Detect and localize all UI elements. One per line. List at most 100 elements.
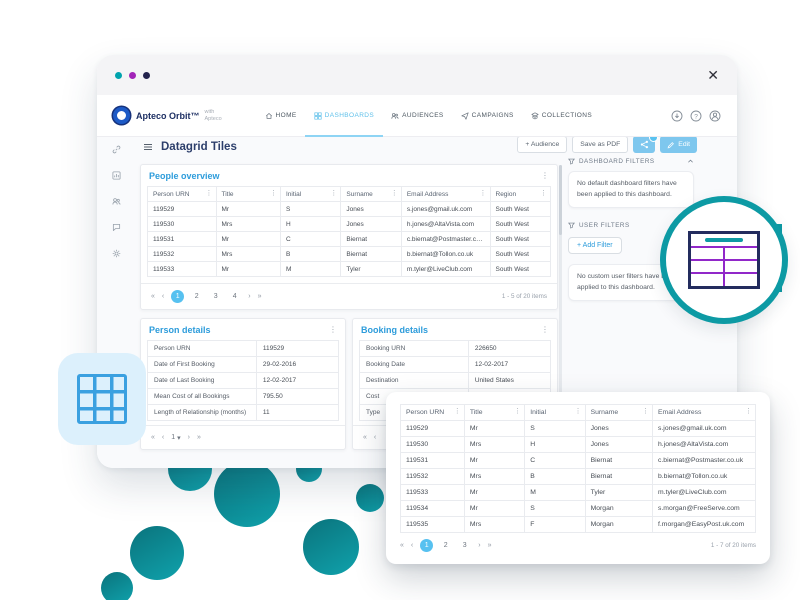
detail-row: Length of Relationship (months) 11 (147, 404, 340, 421)
nav-collections[interactable]: COLLECTIONS (531, 95, 592, 137)
table-row[interactable]: 119530 Mrs H Jones h.jones@AltaVista.com (400, 436, 756, 453)
table-row[interactable]: 119533 Mr M Tyler m.tyler@LiveClub.com (400, 484, 756, 501)
prev-page-icon[interactable]: ‹ (410, 541, 414, 549)
column-menu-icon[interactable]: ⋮ (479, 190, 487, 197)
table-row[interactable]: 119531 Mr C Biernat c.biernat@Postmaster… (147, 231, 551, 247)
table-row[interactable]: 119534 Mr S Morgan s.morgan@FreeServe.co… (400, 500, 756, 517)
report-icon[interactable] (111, 171, 121, 180)
app-subtitle: with Apteco (204, 109, 222, 122)
cell-person-urn: 119529 (400, 420, 465, 437)
detail-value: 226650 (467, 340, 552, 357)
page-number[interactable]: 3 (213, 293, 218, 300)
table-row[interactable]: 119529 Mr S Jones s.jones@gmail.uk.com (400, 420, 756, 437)
first-page-icon[interactable]: « (400, 541, 404, 549)
close-icon[interactable]: ✕ (707, 67, 719, 83)
column-menu-icon[interactable]: ⋮ (269, 190, 277, 197)
cell-title: Mrs (215, 246, 281, 262)
audience-icon[interactable] (111, 197, 121, 206)
menu-icon[interactable] (143, 142, 153, 152)
home-icon (265, 112, 273, 120)
table-row[interactable]: 119535 Mrs F Morgan f.morgan@EasyPost.uk… (400, 516, 756, 533)
last-page-icon[interactable]: » (487, 541, 492, 549)
detail-row: Date of First Booking 29-02-2016 (147, 356, 340, 373)
detail-label: Date of Last Booking (147, 372, 257, 389)
table-row[interactable]: 119532 Mrs B Biernat b.biernat@Tollon.co… (147, 246, 551, 262)
table-row[interactable]: 119533 Mr M Tyler m.tyler@LiveClub.com S… (147, 261, 551, 277)
first-page-icon[interactable]: « (363, 434, 367, 441)
table-row[interactable]: 119532 Mrs B Biernat b.biernat@Tollon.co… (400, 468, 756, 485)
page-number[interactable]: 1 (420, 538, 434, 552)
next-page-icon[interactable]: › (187, 434, 191, 441)
nav-dashboards[interactable]: DASHBOARDS (304, 95, 383, 137)
chevron-up-icon[interactable] (687, 158, 694, 165)
cell-surname: Biernat (584, 452, 654, 469)
first-page-icon[interactable]: « (151, 434, 155, 441)
scrollbar-thumb[interactable] (559, 165, 562, 235)
page-number[interactable]: 2 (194, 293, 199, 300)
nav-campaigns[interactable]: CAMPAIGNS (461, 95, 514, 137)
settings-icon[interactable] (112, 249, 121, 258)
pagination-info: 1 - 7 of 20 items (710, 541, 756, 549)
people-overview-tile: People overview ⋮ Person URN ⋮ Title ⋮ Initi… (140, 164, 558, 310)
scrollbar[interactable] (559, 165, 562, 455)
page-number[interactable]: 3 (462, 541, 467, 549)
detail-value: 29-02-2016 (255, 356, 340, 373)
column-menu-icon[interactable]: ⋮ (745, 408, 752, 415)
page-number[interactable]: 2 (443, 541, 448, 549)
link-icon[interactable] (112, 145, 121, 154)
column-menu-icon[interactable]: ⋮ (540, 190, 547, 197)
column-menu-icon[interactable]: ⋮ (642, 408, 650, 415)
cell-person-urn: 119529 (147, 201, 217, 217)
cell-email: h.jones@AltaVista.com (400, 216, 491, 232)
table-header-row: Person URN ⋮ Title ⋮ Initial ⋮ Surname ⋮ Email A… (147, 186, 551, 202)
page-number: 1 (171, 434, 176, 441)
table-row[interactable]: 119530 Mrs H Jones h.jones@AltaVista.com… (147, 216, 551, 232)
column-menu-icon[interactable]: ⋮ (205, 190, 213, 197)
edit-button[interactable]: Edit (660, 137, 697, 153)
cell-email: b.biernat@Tollon.co.uk (400, 246, 491, 262)
page-select[interactable]: 1 ▾ (171, 434, 180, 442)
column-menu-icon[interactable]: ⋮ (390, 190, 398, 197)
column-menu-icon[interactable]: ⋮ (330, 190, 338, 197)
help-icon[interactable]: ? (689, 109, 702, 122)
nav-home[interactable]: HOME (265, 95, 297, 137)
page-number[interactable]: 1 (171, 290, 185, 303)
tile-title: Booking details (361, 324, 429, 335)
table-row[interactable]: 119531 Mr C Biernat c.biernat@Postmaster… (400, 452, 756, 469)
add-filter-button[interactable]: + Add Filter (568, 237, 622, 255)
account-icon[interactable] (708, 109, 721, 122)
detail-row: Mean Cost of all Bookings 795.50 (147, 388, 340, 405)
tile-menu-icon[interactable]: ⋮ (329, 324, 337, 334)
cell-email: f.morgan@EasyPost.uk.com (652, 516, 756, 533)
nav-audiences[interactable]: AUDIENCES (391, 95, 444, 137)
cell-email: s.jones@gmail.uk.com (652, 420, 756, 437)
next-page-icon[interactable]: › (478, 541, 481, 549)
prev-page-icon[interactable]: ‹ (161, 293, 165, 300)
pager: « ‹ 1 2 3 4 › » (151, 290, 262, 303)
page-number[interactable]: 4 (232, 293, 237, 300)
last-page-icon[interactable]: » (257, 293, 262, 300)
column-menu-icon[interactable]: ⋮ (453, 408, 461, 415)
cell-initial: H (524, 436, 586, 453)
prev-page-icon[interactable]: ‹ (161, 434, 165, 441)
last-page-icon[interactable]: » (197, 434, 201, 441)
save-pdf-button[interactable]: Save as PDF (572, 137, 629, 153)
tile-header: Booking details ⋮ (353, 319, 557, 340)
comment-icon[interactable] (112, 223, 121, 232)
share-button[interactable] (633, 137, 659, 153)
first-page-icon[interactable]: « (151, 293, 155, 300)
column-header: Title ⋮ (463, 404, 526, 421)
column-label: Surname (590, 409, 619, 416)
prev-page-icon[interactable]: ‹ (373, 434, 377, 441)
cell-person-urn: 119530 (147, 216, 217, 232)
next-page-icon[interactable]: › (248, 293, 251, 300)
detail-row: Destination United States (359, 372, 552, 389)
whats-new-icon[interactable] (670, 109, 683, 122)
audience-button[interactable]: + Audience (517, 137, 568, 153)
table-row[interactable]: 119529 Mr S Jones s.jones@gmail.uk.com S… (147, 201, 551, 217)
tile-menu-icon[interactable]: ⋮ (541, 324, 549, 334)
cell-initial: B (279, 246, 342, 262)
column-menu-icon[interactable]: ⋮ (514, 408, 522, 415)
column-menu-icon[interactable]: ⋮ (574, 408, 582, 415)
tile-menu-icon[interactable]: ⋮ (541, 170, 549, 180)
